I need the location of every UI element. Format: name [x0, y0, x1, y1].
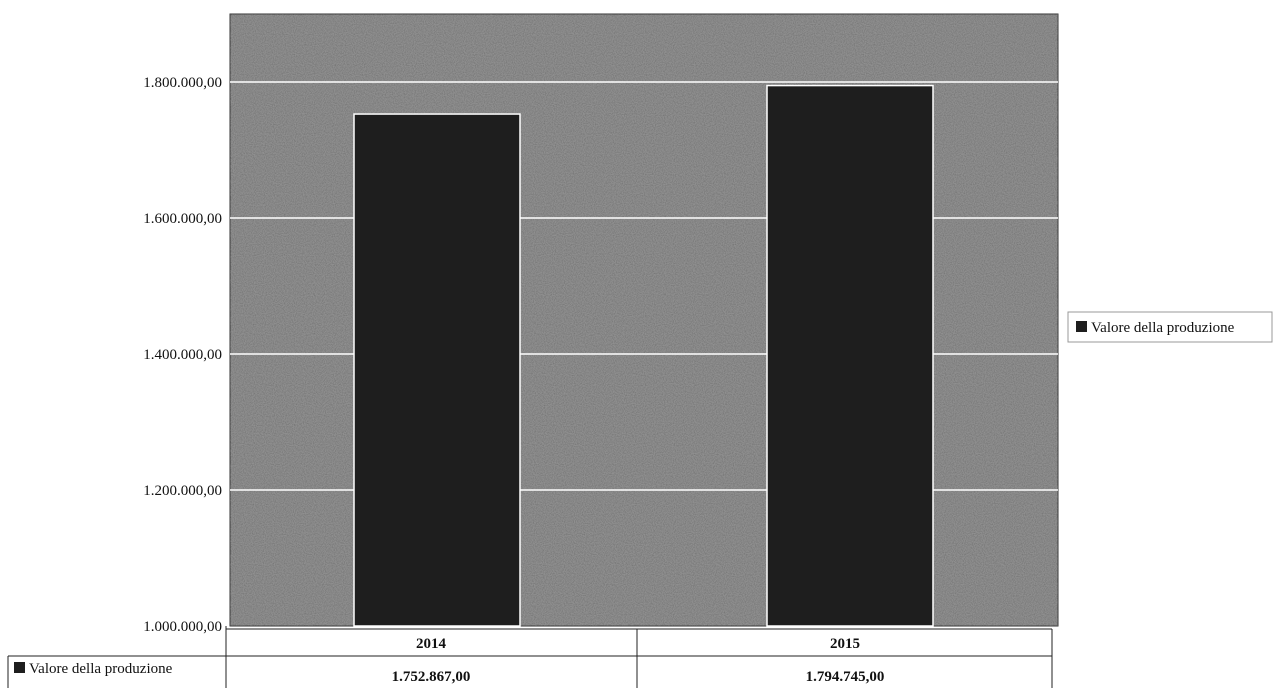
y-tick-label: 1.400.000,00 [143, 347, 222, 363]
table-header-2014: 2014 [416, 636, 447, 652]
y-axis-tick-labels: 1.000.000,00 1.200.000,00 1.400.000,00 1.60… [143, 75, 222, 635]
table-value-2014: 1.752.867,00 [392, 669, 471, 685]
y-tick-label: 1.200.000,00 [143, 483, 222, 499]
legend-key [1076, 321, 1087, 332]
bar-2014 [353, 113, 521, 627]
table-row-label: Valore della produzione [29, 661, 173, 677]
table-legend-key [14, 662, 25, 673]
legend-label: Valore della produzione [1091, 320, 1235, 336]
bar-2015 [766, 84, 934, 627]
bars [353, 84, 934, 627]
legend-box [1067, 311, 1273, 343]
y-tick-label: 1.000.000,00 [143, 619, 222, 635]
data-table: 2014 2015 Valore della produzione 1.752.… [7, 626, 1053, 688]
y-tick-label: 1.800.000,00 [143, 75, 222, 91]
y-tick-label: 1.600.000,00 [143, 211, 222, 227]
legend: Valore della produzione [1067, 311, 1273, 343]
table-value-2015: 1.794.745,00 [806, 669, 885, 685]
table-header-2015: 2015 [830, 636, 860, 652]
